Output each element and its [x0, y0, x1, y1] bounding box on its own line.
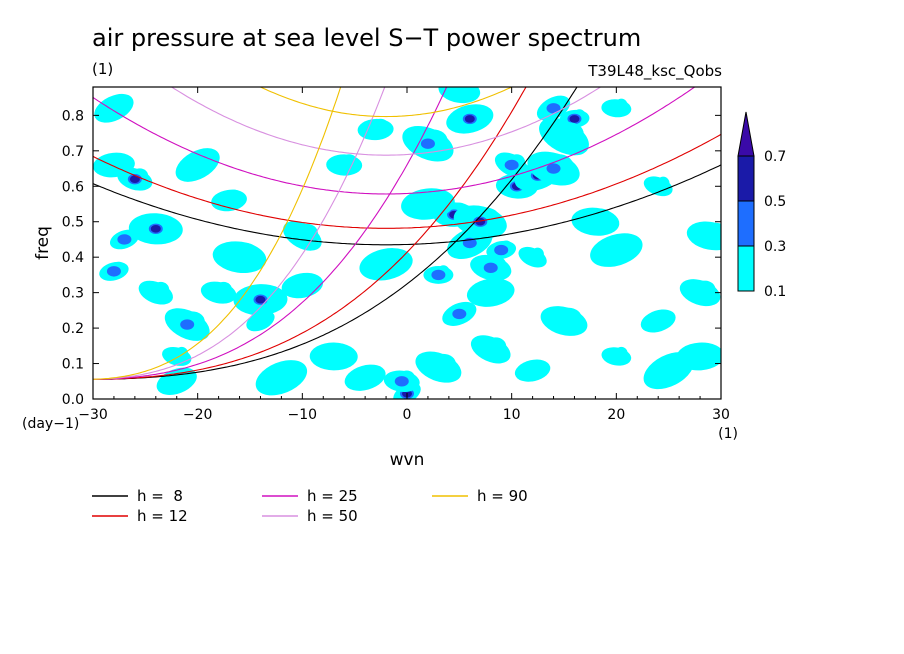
x-tick-label: 20: [607, 407, 625, 423]
y-axis-label: freq: [33, 226, 53, 260]
colorbar-swatch: [737, 200, 755, 247]
contour-patch: [590, 233, 643, 267]
x-unit-label: (1): [718, 426, 738, 442]
y-tick-label: 0.3: [62, 286, 84, 302]
colorbar-label: 0.7: [764, 149, 786, 165]
contour-patch: [527, 151, 580, 186]
contour-patch: [401, 188, 455, 220]
curve-h-12: [93, 87, 721, 380]
curve-h-8: [93, 87, 721, 381]
y-tick-label: 0.2: [62, 321, 84, 337]
contour-patch: [211, 189, 247, 212]
contour-patch: [99, 261, 129, 281]
colorbar-extend-arrow: [737, 111, 755, 157]
contour-patch: [470, 254, 512, 281]
contour-patch: [128, 213, 183, 245]
contour-patch: [486, 240, 517, 260]
x-tick-label: −10: [288, 407, 318, 423]
contour-patch: [601, 346, 632, 366]
contour-patch: [175, 148, 220, 182]
contour-patch: [518, 246, 547, 268]
contour-patch: [164, 308, 210, 341]
y-tick-label: 0.0: [62, 392, 84, 408]
contour-patch: [536, 95, 571, 121]
x-tick-label: 30: [712, 407, 730, 423]
legend-item-h-8: h = 8: [92, 487, 183, 505]
chart-title: air pressure at sea level S−T power spec…: [92, 24, 641, 52]
legend-item-h-90: h = 90: [432, 487, 528, 505]
y-unit-label: (day−1): [22, 416, 79, 432]
plot-area: [92, 86, 722, 400]
x-axis: −30 −20 −10 0 10 20 30: [78, 87, 730, 423]
y-tick-label: 0.4: [62, 250, 84, 266]
legend-item-h-25: h = 25: [262, 487, 358, 505]
x-axis-label: wvn: [390, 450, 425, 470]
y-tick-label: 0.1: [62, 357, 84, 373]
y-tick-label: 0.6: [62, 179, 84, 195]
curve-h-25: [93, 87, 696, 380]
contour-patch: [423, 265, 454, 284]
contour-patch: [686, 221, 721, 251]
curve-h-50: [93, 87, 602, 380]
contour-patch: [643, 176, 673, 197]
legend-item-h-12: h = 12: [92, 507, 188, 525]
contour-patch: [442, 301, 477, 326]
y-tick-label: 0.8: [62, 108, 84, 124]
colorbar-label: 0.5: [764, 194, 786, 210]
x-tick-label: −30: [78, 407, 108, 423]
contour-patch: [359, 248, 413, 281]
units-label: (1): [92, 60, 113, 78]
experiment-label: T39L48_ksc_Qobs: [587, 62, 722, 81]
contour-patch: [470, 335, 511, 364]
contour-patch: [357, 118, 394, 141]
colorbar-label: 0.3: [764, 239, 786, 255]
contour-patch: [643, 352, 694, 390]
colorbar-swatch: [737, 155, 755, 202]
contour-patch: [679, 279, 721, 307]
contour-patch: [438, 87, 481, 104]
contour-patch: [539, 117, 589, 156]
legend: h = 8 h = 12 h = 25 h = 50 h = 90: [92, 487, 528, 525]
contour-patch: [415, 351, 462, 383]
colorbar-swatch: [737, 245, 755, 292]
contour-patch: [94, 93, 134, 123]
dispersion-curves: [93, 87, 721, 381]
y-tick-label: 0.5: [62, 215, 84, 231]
contour-patch: [255, 360, 308, 396]
contour-patch: [601, 98, 632, 118]
contour-patch: [200, 281, 237, 304]
legend-label: h = 12: [137, 507, 188, 525]
contour-patch: [466, 278, 515, 307]
contour-patch: [138, 280, 173, 305]
contour-patch: [514, 359, 551, 382]
contour-patch: [383, 370, 420, 393]
legend-label: h = 90: [477, 487, 528, 505]
contour-patch: [446, 104, 494, 134]
contour-patch: [212, 241, 267, 274]
y-axis: 0.0 0.1 0.2 0.3 0.4 0.5 0.6 0.7 0.8: [62, 108, 721, 408]
legend-label: h = 8: [137, 487, 183, 505]
y-tick-label: 0.7: [62, 144, 84, 160]
colorbar: 0.7 0.5 0.3 0.1: [737, 111, 786, 300]
x-tick-label: 10: [503, 407, 521, 423]
contour-patch: [344, 364, 386, 391]
curve-h-90: [93, 87, 513, 380]
contour-patch: [402, 125, 454, 162]
contour-fill: [93, 87, 721, 399]
contour-patch: [540, 306, 588, 336]
contour-patch: [640, 309, 676, 333]
contour-patch: [309, 342, 358, 371]
legend-label: h = 50: [307, 507, 358, 525]
contour-patch: [246, 310, 275, 332]
contour-patch: [109, 229, 139, 250]
x-tick-label: 0: [403, 407, 412, 423]
contour-patch: [326, 154, 363, 176]
legend-label: h = 25: [307, 487, 358, 505]
x-tick-label: −20: [183, 407, 213, 423]
colorbar-label: 0.1: [764, 284, 786, 300]
legend-item-h-50: h = 50: [262, 507, 358, 525]
